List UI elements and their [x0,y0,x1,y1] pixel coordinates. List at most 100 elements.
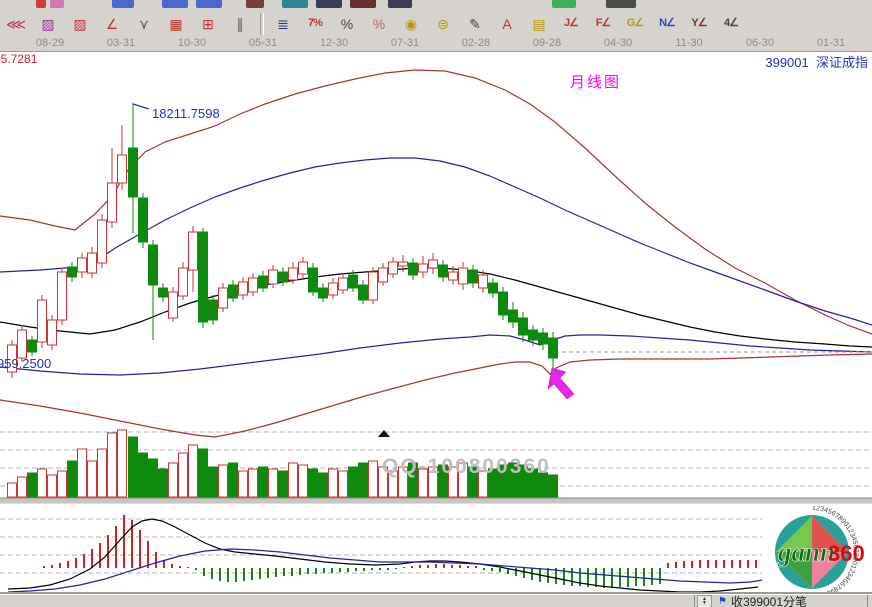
spinner-down-icon[interactable]: ▼ [702,600,707,606]
percent-button[interactable]: % [333,10,361,37]
axis-date-label: 08-29 [35,37,65,49]
symbol-name: 深证成指 [815,55,868,70]
band-red-lower [0,353,872,438]
macd-dif-line [7,518,759,593]
axis-date-label: 09-28 [532,37,562,49]
j-angle-button[interactable]: J∠ [557,10,585,37]
axis-date-label: 02-28 [461,37,491,49]
angle-lines-button[interactable]: ∠ [98,10,126,37]
logo-360-text: 360 [828,541,865,566]
tick-flag-icon: ⚑ [718,595,727,607]
compass-button[interactable]: A [493,10,521,37]
scale-chart-button[interactable]: ≣ [269,10,297,37]
v-pattern-button[interactable]: ⋎ [130,10,158,37]
grid-arrow-icon: ⊞ [202,15,214,32]
macd-dea-line [7,548,764,593]
parallel-lines-icon: ∥ [236,15,244,32]
date-axis: 08-29 03-31 10-30 05-31 12-30 07-31 02-28 09-28… [0,37,872,50]
toolbar-stub-icon[interactable] [246,0,264,8]
symbol-code: 399001 [765,55,809,70]
j-angle-icon: J∠ [564,17,579,29]
toolbar: ⋘ ▨ ▨ ∠ ⋎ ▦ ⊞ ∥ ≣ 7%%% ◉ ⊜ ✎ A ▤ J∠ F∠ G∠ N∠ Y∠ 4∠ 08-29 03-3… [0,0,872,52]
mid-left-price-label: 959.2500 [0,356,52,371]
gold-angle-button[interactable]: G∠ [621,10,649,37]
macd-bars-layer [43,515,757,588]
hatch-box-red-icon: ▨ [73,15,87,32]
t-percent-button[interactable]: 7% [301,10,329,37]
grid-arrow-button[interactable]: ⊞ [194,10,222,37]
toolbar-stub-icon[interactable] [50,0,64,8]
gold-underline-icon: ▤ [532,15,546,32]
gann-fan-button[interactable]: ⋘ [2,10,30,37]
hatch-box-red-button[interactable]: ▨ [66,10,94,37]
toolbar-separator [260,12,264,35]
compass-icon: A [502,15,512,32]
black-triangle-marker [378,430,390,437]
toolbar-stub-icon[interactable] [388,0,412,8]
win-angle-button[interactable]: Y∠ [685,10,713,37]
toolbar-drawing-tools: ⋘ ▨ ▨ ∠ ⋎ ▦ ⊞ ∥ ≣ 7%%% ◉ ⊜ ✎ A ▤ J∠ F∠ G∠ N∠ Y∠ 4∠ [2,10,749,37]
toolbar-stub-icon[interactable] [316,0,342,8]
toolbar-stub-icon[interactable] [282,0,308,8]
gann360-logo: 123456789012345678901234567890 gann 360 [766,506,870,596]
spinner-control[interactable]: ▲ ▼ [697,594,712,607]
grid-red-button[interactable]: ▦ [162,10,190,37]
percent-line-button[interactable]: % [365,10,393,37]
gold-line-icon: ⊜ [437,15,449,32]
magenta-arrow-annotation [547,367,575,400]
f-angle-button[interactable]: F∠ [589,10,617,37]
reverse-angle-button[interactable]: N∠ [653,10,681,37]
v-pattern-icon: ⋎ [138,15,150,32]
four-angle-button[interactable]: 4∠ [717,10,745,37]
hatch-box-purple-button[interactable]: ▨ [34,10,62,37]
axis-date-label: 05-31 [248,37,278,49]
gold-circle-button[interactable]: ◉ [397,10,425,37]
gold-line-button[interactable]: ⊜ [429,10,457,37]
t-percent-icon: 7% [308,17,323,29]
chart-background [0,51,872,594]
gold-underline-button[interactable]: ▤ [525,10,553,37]
toolbar-stub-icon[interactable] [552,0,576,8]
pane-separator [0,498,872,504]
logo-gann-text: gann [777,537,835,567]
volume-bars-layer [7,429,558,498]
status-bar: ▲ ▼ ⚑ 收399001分笔 [0,592,872,607]
spinner-up-icon[interactable]: ▲ [702,596,707,602]
parallel-lines-button[interactable]: ∥ [226,10,254,37]
toolbar-stub-icon[interactable] [606,0,636,8]
toolbar-stub-icon[interactable] [162,0,188,8]
win-angle-icon: Y∠ [691,17,707,29]
gold-angle-icon: G∠ [626,17,644,29]
gold-circle-icon: ◉ [404,15,418,32]
toolbar-stub-icon[interactable] [112,0,134,8]
axis-date-label: 03-31 [106,37,136,49]
axis-date-label: 04-30 [603,37,633,49]
reverse-angle-icon: N∠ [659,17,676,29]
status-box: ▲ ▼ ⚑ 收399001分笔 [694,594,868,607]
axis-date-label: 10-30 [177,37,207,49]
axis-date-label: 06-30 [745,37,775,49]
brush-button[interactable]: ✎ [461,10,489,37]
axis-date-label: 01-31 [816,37,846,49]
symbol-label: 399001 深证成指 [765,52,868,71]
toolbar-stub-icon[interactable] [36,0,46,8]
toolbar-stub-icon[interactable] [350,0,376,8]
hatch-box-purple-icon: ▨ [41,15,55,32]
f-angle-icon: F∠ [595,17,612,29]
peak-pointer-line [132,103,150,110]
watermark-qq: QQ-100800360 [382,455,551,478]
status-label: 收399001分笔 [730,594,808,607]
period-label: 月线图 [570,74,622,91]
axis-date-label: 07-31 [390,37,420,49]
candles-layer [7,103,558,378]
pane-top-price-label: 45.7281 [0,52,38,66]
axis-date-label: 11-30 [675,37,703,49]
gann-fan-icon: ⋘ [6,15,26,32]
angle-lines-icon: ∠ [105,15,119,32]
toolbar-stub-icon[interactable] [196,0,222,8]
band-blue-lower [0,334,872,376]
four-angle-icon: 4∠ [724,17,739,29]
percent-icon: % [340,15,354,32]
